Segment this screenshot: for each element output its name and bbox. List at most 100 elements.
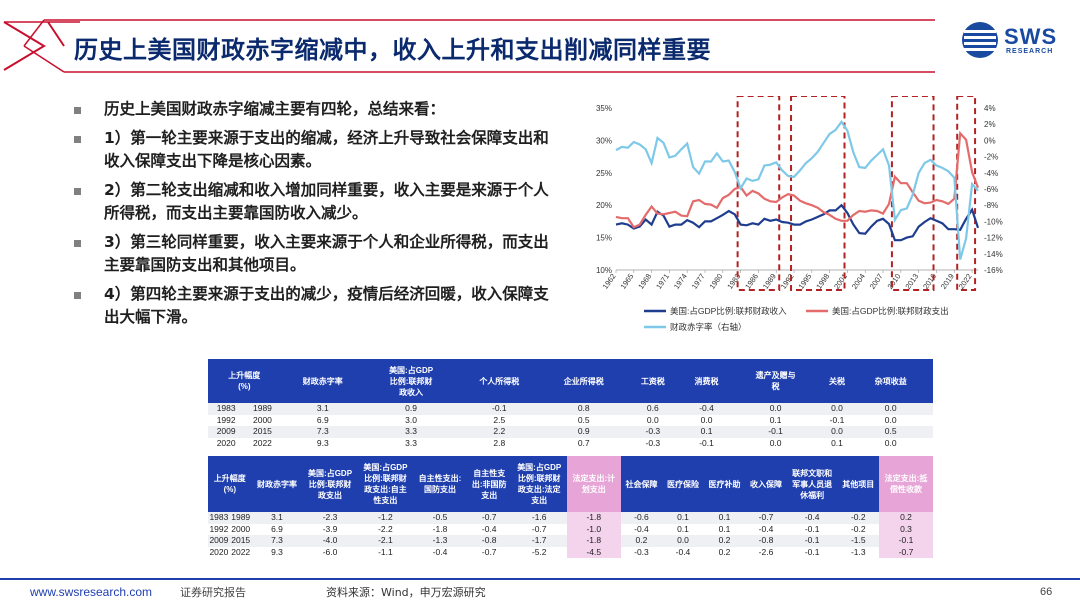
table-header-cell: 财政赤字率 (251, 456, 303, 512)
y-right-tick-label: -14% (984, 250, 1003, 259)
table-cell: 0.2 (703, 546, 746, 558)
table-header-cell: 其他项目 (837, 456, 880, 512)
x-tick-label: 1980 (708, 272, 725, 291)
table-cell: 0.1 (703, 512, 746, 524)
y-left-tick-label: 15% (596, 234, 612, 243)
table-cell: 2015 (229, 535, 252, 547)
bullet-item: 3）第三轮同样重要，收入主要来源于个人和企业所得税，而支出主要靠国防支出和其他项… (74, 231, 554, 278)
y-left-tick-label: 10% (596, 266, 612, 275)
y-left-tick-label: 30% (596, 136, 612, 145)
table-cell: -0.1 (457, 403, 542, 415)
table-header-cell: 美国:占GDP 比例:联邦财 政支出:自主 性支出 (357, 456, 414, 512)
table-cell: -0.7 (879, 546, 933, 558)
table-header-cell: 遗产及赠与 税 (733, 359, 818, 403)
bullet-square-icon (74, 239, 81, 247)
table-cell: -0.1 (679, 437, 734, 449)
table-cell: 6.9 (280, 414, 366, 426)
x-tick-label: 1965 (618, 272, 635, 291)
table-cell: 0.2 (879, 512, 933, 524)
table-cell: 2015 (244, 426, 281, 438)
table-cell: 0.1 (703, 523, 746, 535)
x-tick-label: 2016 (921, 272, 938, 291)
table-header-cell: 社会保障 (620, 456, 663, 512)
table-cell: 1992 (208, 414, 245, 426)
y-right-tick-label: -16% (984, 266, 1003, 275)
bullet-text: 历史上美国财政赤字缩减主要有四轮，总结来看： (104, 100, 446, 118)
table-header-cell: 上升幅度 (%) (208, 456, 252, 512)
table-cell: -0.1 (733, 426, 818, 438)
table-header-cell (925, 359, 933, 403)
table-cell: 0.9 (365, 403, 458, 415)
legend-label: 美国:占GDP比例:联邦财政收入 (670, 306, 787, 316)
table-cell: -0.4 (413, 546, 467, 558)
bullet-list: 历史上美国财政赤字缩减主要有四轮，总结来看： 1）第一轮主要来源于支出的缩减，经… (74, 98, 554, 335)
table-cell: -1.8 (413, 523, 467, 535)
footer-url-link[interactable]: www.swsresearch.com (30, 585, 153, 599)
table-cell: 2022 (229, 546, 252, 558)
table-cell: -1.8 (566, 512, 621, 524)
table-cell: 3.1 (251, 512, 303, 524)
table-cell: -0.7 (511, 523, 567, 535)
table-cell (925, 437, 933, 449)
table-header-cell: 美国:占GDP 比例:联邦财 政支出 (302, 456, 358, 512)
table-cell: 1983 (208, 403, 245, 415)
table-cell: 0.1 (679, 426, 734, 438)
footer-source: 资料来源：Wind，申万宏源研究 (326, 586, 486, 599)
revenue-table: 上升幅度 (%) 财政赤字率 美国:占GDP 比例:联邦财 政收入 个人所得税 企业所得… (208, 359, 933, 449)
table-cell: 0.0 (856, 437, 926, 449)
y-left-tick-label: 35% (596, 104, 612, 113)
expenditure-table: 上升幅度 (%) 财政赤字率 美国:占GDP 比例:联邦财 政支出 美国:占GDP 比… (208, 456, 933, 558)
bullet-item: 2）第二轮支出缩减和收入增加同样重要，收入主要是来源于个人所得税，而支出主要靠国… (74, 179, 554, 226)
table-header-cell: 联邦文职和 军事人员退 休福利 (786, 456, 838, 512)
x-tick-label: 1968 (636, 272, 653, 291)
x-tick-label: 2004 (850, 272, 867, 291)
bullet-text: 2）第二轮支出缩减和收入增加同样重要，收入主要是来源于个人所得税，而支出主要靠国… (104, 180, 549, 223)
page-number: 66 (1040, 586, 1053, 598)
table-cell: 2020 (208, 437, 245, 449)
bullet-text: 4）第四轮主要来源于支出的减少，疫情后经济回暖，收入保障支出大幅下滑。 (104, 284, 549, 327)
table-cell: -0.1 (879, 535, 933, 547)
table-cell: -0.1 (786, 546, 838, 558)
table-cell: -0.7 (745, 512, 787, 524)
table-cell: -3.9 (302, 523, 358, 535)
table-cell: -0.2 (837, 512, 880, 524)
table-cell: 0.0 (817, 403, 857, 415)
x-tick-label: 2022 (957, 272, 974, 291)
table-cell: 2020 (208, 546, 230, 558)
sws-logo-icon (962, 22, 998, 58)
table-cell: 1989 (244, 403, 281, 415)
table-cell: 0.5 (541, 414, 626, 426)
x-tick-label: 1998 (814, 272, 831, 291)
table-cell: 0.3 (879, 523, 933, 535)
table-cell: -0.3 (625, 426, 680, 438)
table-cell: 0.0 (856, 403, 926, 415)
y-right-tick-label: -12% (984, 234, 1003, 243)
table-cell: 2009 (208, 535, 230, 547)
table-cell: 0.1 (662, 523, 704, 535)
table-header-cell: 收入保障 (745, 456, 787, 512)
bullet-square-icon (74, 291, 81, 299)
table-cell: 1989 (229, 512, 252, 524)
table-cell: 1983 (208, 512, 230, 524)
bullet-item: 历史上美国财政赤字缩减主要有四轮，总结来看： (74, 98, 554, 122)
table-cell (925, 414, 933, 426)
table-cell: 6.9 (251, 523, 303, 535)
title-frame (23, 19, 935, 73)
table-cell: 0.7 (541, 437, 626, 449)
bullet-square-icon (74, 187, 81, 195)
y-right-tick-label: -4% (984, 169, 998, 178)
table-cell: -0.1 (786, 523, 838, 535)
table-row: 2009 2015 7.3 -4.0 -2.1 -1.3 -0.8 -1.7 -1.8 0.2 0.… (208, 535, 933, 547)
table-header-cell: 企业所得税 (541, 359, 626, 403)
bullet-square-icon (74, 107, 81, 114)
bullet-square-icon (74, 135, 81, 143)
table-row: 1992 2000 6.9 -3.9 -2.2 -1.8 -0.4 -0.7 -1.0 -0.4 0… (208, 523, 933, 535)
table-cell: -0.4 (786, 512, 838, 524)
deficit-line-chart: 10% 15% 20% 25% 30% 35% -16% -14% -12% -10% -8% -6%… (596, 96, 1003, 332)
table-cell: -0.8 (745, 535, 787, 547)
table-cell: 2.2 (457, 426, 542, 438)
logo-word: SWS (1004, 24, 1058, 49)
table-cell: 2000 (229, 523, 252, 535)
x-tick-label: 1989 (761, 272, 778, 291)
table-row: 2020 2022 9.3 3.3 2.8 0.7 -0.3 -0.1 0.0 0.1 0.0 (208, 437, 933, 449)
